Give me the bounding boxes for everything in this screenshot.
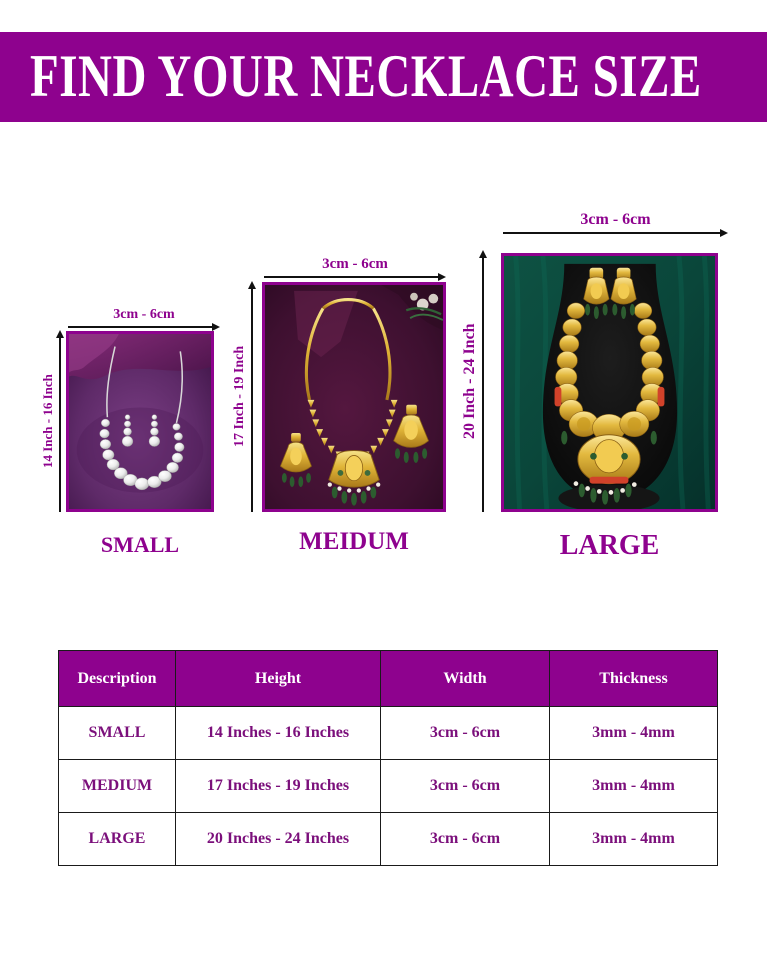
column-header-thickness: Thickness: [549, 650, 718, 707]
cell-height: 14 Inches - 16 Inches: [175, 706, 381, 760]
size-comparison-section: 3cm - 6cm 14 Inch - 16 Inch: [0, 150, 767, 590]
cell-thickness: 3mm - 4mm: [549, 706, 718, 760]
medium-width-dimension: 3cm - 6cm: [264, 256, 446, 281]
cell-height: 20 Inches - 24 Inches: [175, 812, 381, 866]
medium-height-dimension: 17 Inch - 19 Inch: [232, 281, 256, 512]
large-height-arrow: [479, 250, 487, 512]
medium-necklace-image: [265, 285, 443, 509]
small-width-arrow: [68, 322, 220, 331]
page-title: FIND YOUR NECKLACE SIZE: [30, 43, 702, 111]
cell-height: 17 Inches - 19 Inches: [175, 759, 381, 813]
small-height-label: 14 Inch - 16 Inch: [40, 374, 55, 468]
column-header-width: Width: [380, 650, 550, 707]
table-row: SMALL 14 Inches - 16 Inches 3cm - 6cm 3m…: [58, 706, 718, 760]
small-caption: SMALL: [100, 532, 180, 557]
medium-necklace-photo: [262, 282, 446, 512]
cell-description: SMALL: [58, 706, 176, 760]
table-row: MEDIUM 17 Inches - 19 Inches 3cm - 6cm 3…: [58, 759, 718, 813]
page-header-banner: FIND YOUR NECKLACE SIZE: [0, 32, 767, 122]
small-necklace-image: [69, 334, 211, 509]
large-height-label: 20 Inch - 24 Inch: [461, 323, 478, 439]
cell-width: 3cm - 6cm: [380, 759, 550, 813]
medium-height-arrow: [248, 281, 256, 512]
cell-width: 3cm - 6cm: [380, 706, 550, 760]
large-necklace-photo: [501, 253, 718, 512]
large-width-dimension: 3cm - 6cm: [503, 211, 728, 237]
large-caption: LARGE: [559, 530, 660, 561]
large-height-dimension: 20 Inch - 24 Inch: [461, 250, 487, 512]
cell-width: 3cm - 6cm: [380, 812, 550, 866]
cell-description: LARGE: [58, 812, 176, 866]
size-spec-table: Description Height Width Thickness SMALL…: [58, 650, 718, 866]
medium-width-arrow: [264, 272, 446, 281]
medium-caption: MEIDUM: [299, 528, 409, 555]
large-width-label: 3cm - 6cm: [580, 211, 651, 228]
cell-description: MEDIUM: [58, 759, 176, 813]
small-height-arrow: [56, 330, 64, 512]
medium-width-label: 3cm - 6cm: [322, 256, 388, 272]
cell-thickness: 3mm - 4mm: [549, 812, 718, 866]
table-header-row: Description Height Width Thickness: [58, 650, 718, 707]
table-row: LARGE 20 Inches - 24 Inches 3cm - 6cm 3m…: [58, 812, 718, 866]
large-width-arrow: [503, 228, 728, 237]
small-height-dimension: 14 Inch - 16 Inch: [40, 330, 64, 512]
medium-height-label: 17 Inch - 19 Inch: [232, 345, 247, 448]
cell-thickness: 3mm - 4mm: [549, 759, 718, 813]
large-necklace-image: [504, 256, 715, 509]
column-header-description: Description: [58, 650, 176, 707]
small-width-label: 3cm - 6cm: [113, 307, 175, 322]
small-width-dimension: 3cm - 6cm: [68, 307, 220, 331]
column-header-height: Height: [175, 650, 381, 707]
small-necklace-photo: [66, 331, 214, 512]
